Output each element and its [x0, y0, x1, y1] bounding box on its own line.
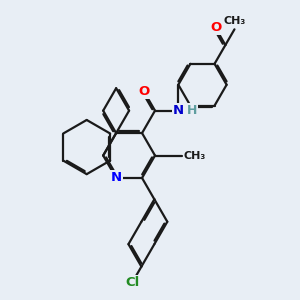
Text: CH₃: CH₃: [184, 151, 206, 160]
Text: Cl: Cl: [125, 276, 140, 289]
Text: O: O: [210, 21, 221, 34]
Text: N: N: [111, 172, 122, 184]
Text: O: O: [138, 85, 150, 98]
Text: H: H: [186, 104, 197, 117]
Text: CH₃: CH₃: [223, 16, 246, 26]
Text: N: N: [173, 104, 184, 117]
